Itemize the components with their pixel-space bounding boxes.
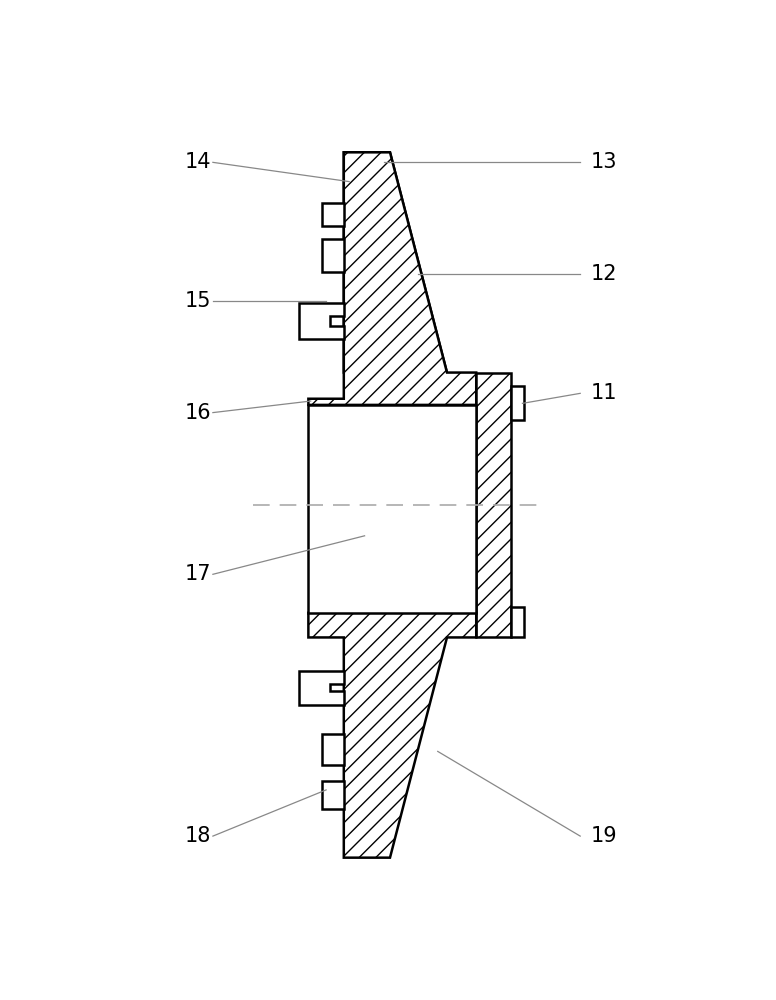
Text: 16: 16 <box>185 403 212 423</box>
Polygon shape <box>476 373 511 637</box>
Polygon shape <box>322 239 344 272</box>
Polygon shape <box>322 203 344 226</box>
Text: 17: 17 <box>185 564 212 584</box>
Polygon shape <box>511 607 524 637</box>
Polygon shape <box>299 303 344 339</box>
Text: 12: 12 <box>591 264 617 284</box>
Text: 13: 13 <box>591 152 617 172</box>
Text: 15: 15 <box>185 291 212 311</box>
Polygon shape <box>308 405 476 613</box>
Polygon shape <box>308 152 476 405</box>
Text: 14: 14 <box>185 152 212 172</box>
Polygon shape <box>322 734 344 765</box>
Polygon shape <box>344 152 447 373</box>
Polygon shape <box>511 386 524 420</box>
Text: 18: 18 <box>185 826 212 846</box>
Text: 11: 11 <box>591 383 617 403</box>
Polygon shape <box>299 671 344 705</box>
Polygon shape <box>322 781 344 809</box>
Polygon shape <box>308 613 476 858</box>
Text: 19: 19 <box>591 826 617 846</box>
